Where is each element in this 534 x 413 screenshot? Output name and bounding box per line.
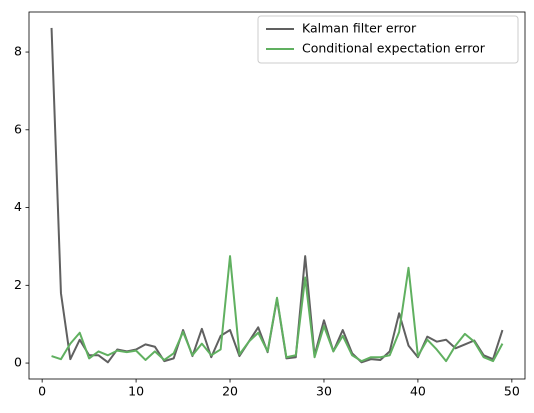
legend-box [257, 15, 519, 64]
y-tick-label: 4 [14, 199, 22, 214]
y-tick-label: 8 [14, 44, 22, 59]
y-tick-label: 0 [14, 355, 22, 370]
x-tick-label: 0 [38, 384, 46, 399]
legend-label: Conditional expectation error [302, 41, 486, 56]
y-tick-label: 2 [14, 277, 22, 292]
y-tick-label: 6 [14, 121, 22, 136]
data-line [50, 27, 504, 364]
x-tick-label: 30 [316, 384, 332, 399]
x-tick-label: 40 [410, 384, 426, 399]
data-line [51, 255, 504, 363]
x-tick-label: 10 [128, 384, 144, 399]
axes-frame [28, 11, 526, 380]
x-tick-label: 50 [504, 384, 520, 399]
x-tick-label: 20 [222, 384, 238, 399]
legend-label: Kalman filter error [302, 21, 417, 36]
